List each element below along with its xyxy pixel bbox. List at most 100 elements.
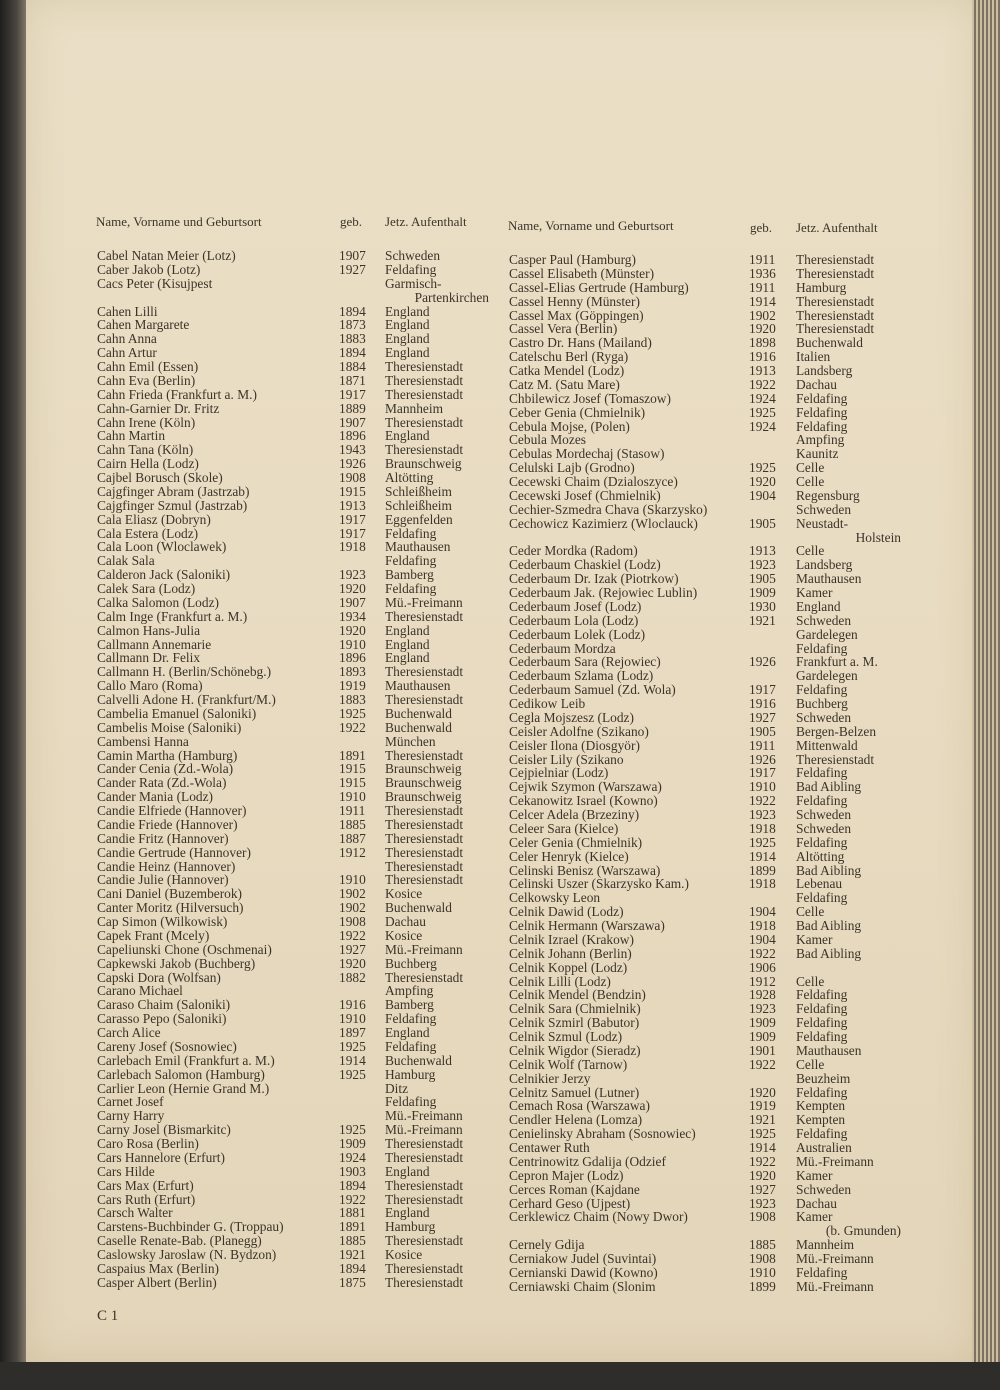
entry-name: Cederbaum Mordza	[509, 640, 616, 656]
entry-name: Cassel Max (Göppingen)	[509, 307, 644, 323]
entry-name: Cendler Helena (Lomza)	[509, 1112, 643, 1128]
entry-name: Celkowsky Leon	[509, 890, 601, 906]
entry-name: Celer Henryk (Kielce)	[509, 848, 629, 864]
entry-birth-year: 1911	[749, 279, 776, 295]
entry-residence: Celle	[796, 1056, 825, 1072]
entry-residence: Mannheim	[385, 400, 444, 416]
entry-residence: Mü.-Freimann	[796, 1153, 874, 1169]
entry-birth-year: 1875	[339, 1274, 366, 1290]
entry-birth-year: 1894	[339, 1177, 366, 1193]
entry-residence-continued: Holstein	[855, 529, 901, 545]
entry-residence: Kamer	[796, 931, 833, 947]
entry-name: Celnik Johann (Berlin)	[509, 945, 632, 961]
entry-residence: Theresienstadt	[796, 307, 875, 323]
entry-name: Cajbel Borusch (Skole)	[97, 470, 223, 485]
entry-residence: Feldafing	[796, 1084, 848, 1100]
entry-birth-year: 1915	[339, 761, 366, 777]
entry-name: Chbilewicz Josef (Tomaszow)	[509, 390, 671, 406]
entry-name: Cerniakow Judel (Suvintai)	[509, 1251, 657, 1266]
entry-birth-year: 1926	[749, 751, 776, 767]
entry-residence: Italien	[796, 349, 831, 365]
entry-name: Ceisler Adolfne (Szikano)	[509, 723, 649, 739]
entry-birth-year: 1925	[749, 460, 776, 476]
entry-birth-year: 1917	[749, 682, 776, 698]
entry-birth-year: 1922	[749, 1056, 776, 1072]
entry-residence: Braunschweig	[385, 456, 462, 472]
entry-birth-year: 1901	[749, 1042, 776, 1058]
entry-residence: Kosice	[385, 1247, 423, 1262]
entry-birth-year: 1927	[339, 941, 366, 957]
entry-residence: Mü.-Freimann	[385, 1122, 463, 1138]
entry-residence: Celle	[796, 973, 825, 989]
entry-birth-year: 1910	[339, 872, 366, 888]
entry-residence: Bad Aibling	[796, 918, 862, 933]
entry-birth-year: 1928	[749, 987, 776, 1003]
entry-birth-year: 1925	[339, 1066, 366, 1082]
entry-residence: Mü.-Freimann	[385, 941, 463, 957]
entry-birth-year: 1913	[749, 363, 776, 378]
entry-birth-year: 1891	[339, 1219, 366, 1235]
entry-residence: Eggenfelden	[385, 511, 453, 527]
entry-birth-year: 1922	[339, 927, 366, 943]
entry-residence: Braunschweig	[385, 775, 462, 791]
entry-birth-year: 1922	[339, 1191, 366, 1207]
entry-name: Capek Frant (Mcely)	[97, 927, 210, 943]
entry-name: Caber Jakob (Lotz)	[97, 261, 201, 277]
entry-birth-year: 1909	[339, 1136, 366, 1151]
entry-birth-year: 1914	[749, 293, 776, 309]
entry-name: Cajgfinger Abram (Jastrzab)	[97, 483, 250, 499]
entry-residence: Feldafing	[385, 553, 437, 569]
entry-name: Celnik Koppel (Lodz)	[509, 959, 628, 975]
entry-birth-year: 1881	[339, 1205, 366, 1221]
entry-birth-year: 1893	[339, 664, 366, 680]
entry-name: Carano Michael	[97, 983, 183, 999]
entry-birth-year: 1922	[749, 1153, 776, 1169]
entry-name: Calak Sala	[97, 553, 155, 569]
entry-residence: Feldafing	[796, 404, 848, 420]
entry-name: Cajgfinger Szmul (Jastrzab)	[97, 497, 248, 513]
entry-birth-year: 1894	[339, 303, 366, 319]
entry-name: Candie Gertrude (Hannover)	[97, 844, 251, 860]
entry-residence: Feldafing	[385, 1094, 437, 1110]
entry-residence: Theresienstadt	[385, 1260, 464, 1276]
entry-name: Caselle Renate-Bab. (Planegg)	[97, 1233, 262, 1249]
entry-name: Cahn Anna	[97, 331, 157, 347]
entry-name: Cala Loon (Wloclawek)	[97, 539, 227, 555]
entry-name: Cederbaum Szlama (Lodz)	[509, 668, 654, 684]
entry-birth-year: 1908	[339, 914, 366, 929]
entry-name: Celnikier Jerzy	[509, 1070, 591, 1086]
entry-birth-year: 1889	[339, 400, 366, 416]
entry-name: Candie Elfriede (Hannover)	[97, 803, 247, 818]
entry-residence: Beuzheim	[796, 1070, 851, 1086]
entry-birth-year: 1884	[339, 359, 366, 374]
entry-name: Callmann Annemarie	[97, 636, 212, 652]
entry-residence: Kempten	[796, 1112, 846, 1128]
entry-name: Cechier-Szmedra Chava (Skarzysko)	[509, 501, 708, 517]
entry-birth-year: 1907	[339, 414, 366, 430]
entry-birth-year: 1922	[339, 719, 366, 735]
entry-residence: England	[385, 1205, 430, 1221]
entry-birth-year: 1923	[749, 1195, 776, 1211]
entry-residence: Bad Aibling	[796, 862, 862, 878]
entry-birth-year: 1885	[339, 1233, 366, 1249]
entry-residence: Theresienstadt	[385, 1233, 464, 1249]
entry-name: Cedikow Leib	[509, 696, 586, 711]
entry-residence: Kosice	[385, 927, 423, 943]
entry-name: Cander Cenia (Zd.-Wola)	[97, 761, 234, 777]
entry-name: Centawer Ruth	[509, 1140, 590, 1155]
entry-residence: Bergen-Belzen	[796, 723, 877, 739]
entry-birth-year: 1925	[339, 1038, 366, 1054]
entry-name: Calka Salomon (Lodz)	[97, 594, 219, 610]
entry-birth-year: 1908	[339, 470, 366, 485]
entry-name: Carny Harry	[97, 1108, 165, 1124]
entry-residence: Braunschweig	[385, 761, 462, 777]
entry-birth-year: 1914	[749, 1140, 776, 1155]
entry-residence: Mauthausen	[796, 1042, 862, 1058]
entry-birth-year: 1910	[339, 636, 366, 652]
entry-name: Catz M. (Satu Mare)	[509, 376, 620, 392]
entry-name: Calek Sara (Lodz)	[97, 581, 196, 596]
entry-residence: Theresienstadt	[796, 321, 875, 337]
bottom-edge	[0, 1362, 1000, 1390]
entry-birth-year: 1922	[749, 945, 776, 961]
entry-residence: Theresienstadt	[385, 858, 464, 874]
